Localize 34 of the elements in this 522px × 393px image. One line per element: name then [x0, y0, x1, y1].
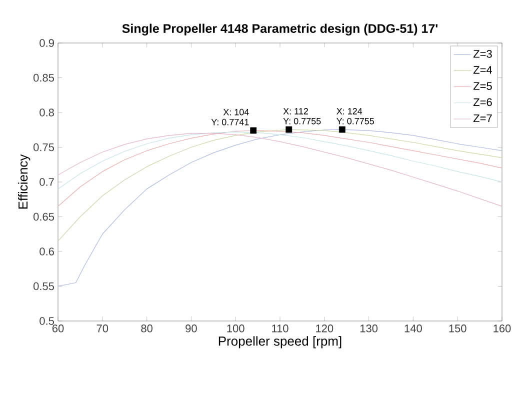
x-tick-label: 160	[494, 324, 511, 332]
legend-label: Z=3	[473, 50, 492, 58]
x-tick-label: 70	[96, 324, 108, 332]
y-tick-label: 0.9	[40, 39, 54, 47]
x-tick-label: 80	[141, 324, 152, 332]
legend-label: Z=4	[473, 66, 492, 74]
legend-label: Z=6	[473, 98, 492, 106]
y-tick-label: 0.6	[40, 248, 54, 256]
legend-label: Z=5	[473, 82, 492, 90]
y-tick-label: 0.85	[33, 74, 54, 82]
y-tick-label: 0.8	[40, 108, 54, 116]
y-tick-label: 0.5	[40, 317, 54, 325]
annotation: X: 124	[336, 108, 362, 114]
x-tick-label: 140	[404, 324, 422, 332]
chart-title: Single Propeller 4148 Parametric design (DDG-51) 17'	[122, 24, 438, 36]
y-tick-label: 0.55	[33, 282, 54, 290]
x-tick-label: 120	[316, 324, 334, 332]
y-tick-label: 0.75	[33, 143, 54, 152]
x-tick-label: 110	[272, 324, 288, 332]
legend-label: Z=7	[473, 114, 492, 122]
y-tick-label: 0.65	[33, 212, 54, 221]
x-axis-title: Propeller speed [rpm]	[218, 336, 342, 348]
x-tick-label: 90	[186, 324, 197, 332]
x-tick-label: 150	[449, 324, 466, 332]
y-tick-label: 0.7	[40, 178, 54, 186]
annotation: X: 112	[283, 108, 308, 114]
annotation: X: 104	[223, 108, 249, 116]
annotation: Y: 0.7741	[211, 118, 249, 126]
y-axis-title: Efficiency	[18, 154, 30, 209]
x-tick-label: 100	[227, 324, 244, 332]
x-tick-label: 60	[52, 324, 64, 332]
x-tick-label: 130	[360, 324, 378, 332]
annotation: Y: 0.7755	[283, 118, 321, 124]
annotation: Y: 0.7755	[336, 118, 374, 124]
